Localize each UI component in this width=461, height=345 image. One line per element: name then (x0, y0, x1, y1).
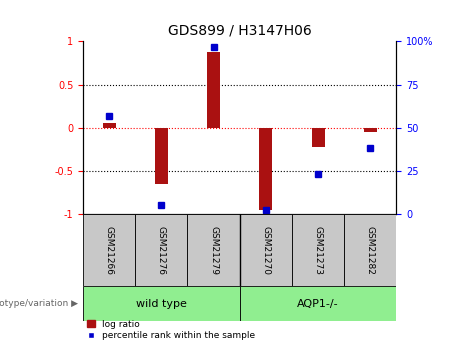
FancyBboxPatch shape (188, 214, 240, 286)
FancyBboxPatch shape (83, 286, 240, 321)
Text: GSM21282: GSM21282 (366, 226, 375, 275)
Text: genotype/variation ▶: genotype/variation ▶ (0, 299, 78, 308)
Text: GSM21270: GSM21270 (261, 226, 270, 275)
Text: AQP1-/-: AQP1-/- (297, 299, 339, 308)
Text: GSM21273: GSM21273 (313, 226, 323, 275)
FancyBboxPatch shape (83, 214, 135, 286)
Bar (259, 128, 272, 209)
FancyBboxPatch shape (240, 214, 292, 286)
Bar (155, 128, 168, 184)
FancyBboxPatch shape (135, 214, 188, 286)
Text: GSM21276: GSM21276 (157, 226, 166, 275)
Bar (207, 52, 220, 128)
Title: GDS899 / H3147H06: GDS899 / H3147H06 (168, 23, 312, 38)
Legend: log ratio, percentile rank within the sample: log ratio, percentile rank within the sa… (88, 320, 255, 341)
FancyBboxPatch shape (240, 286, 396, 321)
Text: GSM21266: GSM21266 (105, 226, 113, 275)
Bar (364, 128, 377, 132)
FancyBboxPatch shape (292, 214, 344, 286)
FancyBboxPatch shape (344, 214, 396, 286)
Text: GSM21279: GSM21279 (209, 226, 218, 275)
Text: wild type: wild type (136, 299, 187, 308)
Bar (312, 128, 325, 147)
Bar (102, 123, 116, 128)
